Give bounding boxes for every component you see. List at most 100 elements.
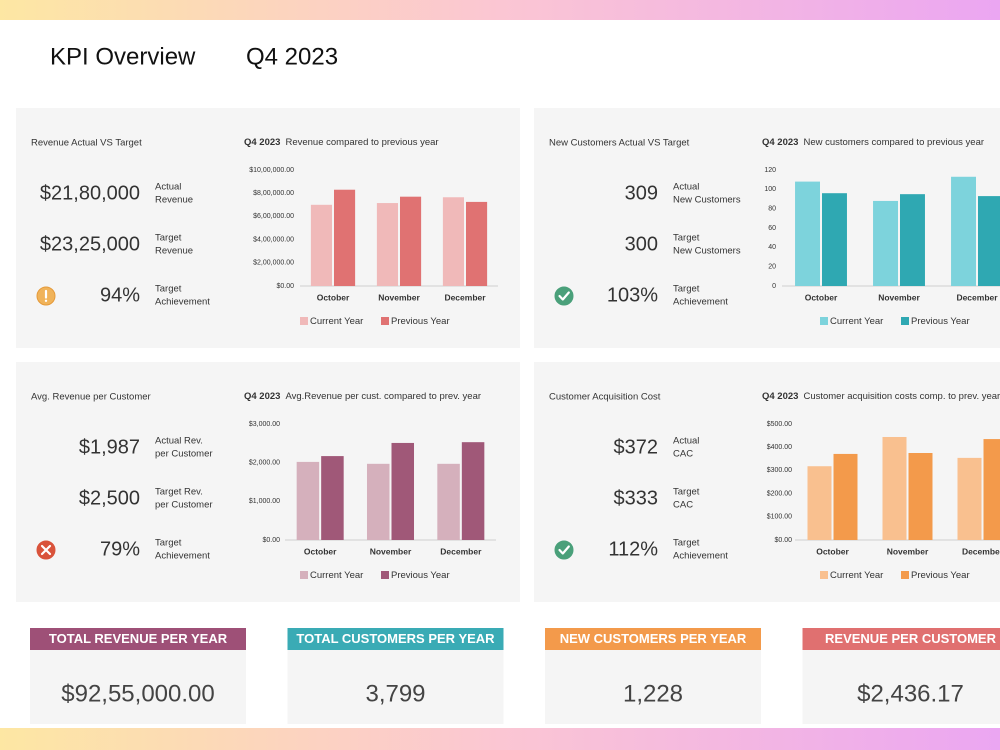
x-tick-label: October <box>816 546 849 556</box>
bar <box>334 189 356 286</box>
x-tick-label: December <box>962 546 1000 556</box>
page-title: KPI Overview <box>50 43 196 70</box>
kpi-label: Achievement <box>673 551 728 562</box>
card-header <box>545 628 761 650</box>
kpi-label: Achievement <box>155 551 210 562</box>
legend-swatch <box>300 571 308 579</box>
bar <box>908 453 933 540</box>
chart-title: Q4 2023 Customer acquisition costs comp. … <box>762 391 1000 402</box>
kpi-value: 79% <box>100 538 140 560</box>
y-tick-label: $0.00 <box>262 537 280 544</box>
chart-title-text: Customer acquisition costs comp. to prev… <box>803 391 1000 402</box>
page-period: Q4 2023 <box>246 43 338 70</box>
kpi-label: Target <box>673 487 700 498</box>
bar <box>442 197 464 286</box>
chart-period: Q4 2023 <box>762 137 798 148</box>
legend-swatch <box>901 317 909 325</box>
y-tick-label: $3,000.00 <box>249 421 280 428</box>
chart-title-text: Revenue compared to previous year <box>285 137 438 148</box>
y-tick-label: $200.00 <box>767 490 792 497</box>
kpi-label: Revenue <box>155 195 193 206</box>
x-tick-label: November <box>378 292 420 302</box>
kpi-value: 300 <box>625 233 658 255</box>
bar <box>391 442 415 540</box>
card-title: NEW CUSTOMERS PER YEAR <box>560 631 747 646</box>
kpi-value: 94% <box>100 284 140 306</box>
chart-title: Q4 2023 New customers compared to previou… <box>762 137 984 148</box>
card-title: REVENUE PER CUSTOMER <box>825 631 997 646</box>
y-tick-label: $400.00 <box>767 444 792 451</box>
total-card: NEW CUSTOMERS PER YEAR 1,228 <box>545 628 761 724</box>
status-icon-mark <box>558 291 570 301</box>
kpi-panel: New Customers Actual VS Target 309 Actual N… <box>534 108 1000 348</box>
status-icon-mark <box>44 299 48 302</box>
kpi-panel: Customer Acquisition Cost $372 Actual CAC $3… <box>534 362 1000 602</box>
bar <box>466 201 488 286</box>
bar <box>983 439 1000 540</box>
y-tick-label: $0.00 <box>276 283 294 290</box>
chart-period: Q4 2023 <box>244 391 280 402</box>
y-tick-label: $1,000.00 <box>249 498 280 505</box>
kpi-label: New Customers <box>673 195 741 206</box>
total-card: TOTAL REVENUE PER YEAR $92,55,000.00 <box>30 628 246 724</box>
x-tick-label: November <box>878 292 920 302</box>
status-icon-mark <box>558 545 570 555</box>
bar <box>400 196 422 286</box>
y-tick-label: $300.00 <box>767 467 792 474</box>
bar <box>951 176 976 286</box>
bar <box>978 196 1000 286</box>
card-value: $92,55,000.00 <box>61 680 214 707</box>
kpi-label: Achievement <box>155 297 210 308</box>
x-tick-label: October <box>805 292 838 302</box>
x-tick-label: December <box>956 292 998 302</box>
card-value: 1,228 <box>623 680 683 707</box>
kpi-label: Target <box>155 538 182 549</box>
status-icon <box>554 286 574 306</box>
y-tick-label: 120 <box>764 167 776 174</box>
top-stripe <box>0 0 1000 20</box>
legend-swatch <box>300 317 308 325</box>
y-tick-label: 60 <box>768 225 776 232</box>
bar <box>873 200 898 286</box>
content: Revenue Actual VS Target $21,80,000 Actual… <box>16 108 1000 724</box>
panel-title: Avg. Revenue per Customer <box>31 392 151 403</box>
legend-swatch <box>820 571 828 579</box>
kpi-label: Actual <box>673 182 699 193</box>
bar <box>833 453 858 540</box>
kpi-label: New Customers <box>673 246 741 257</box>
status-icon <box>554 540 574 560</box>
chart-period: Q4 2023 <box>244 137 280 148</box>
status-icon-mark <box>40 544 52 556</box>
card-header <box>802 628 1000 650</box>
kpi-value: $21,80,000 <box>40 182 140 204</box>
card-value: $2,436.17 <box>857 680 964 707</box>
kpi-value: $2,500 <box>79 487 140 509</box>
bar <box>900 194 925 286</box>
kpi-label: Target <box>155 233 182 244</box>
kpi-label: Target <box>673 233 700 244</box>
bar <box>795 181 820 286</box>
legend-label: Previous Year <box>391 316 450 327</box>
legend-swatch <box>901 571 909 579</box>
legend-label: Current Year <box>830 316 883 327</box>
chart-title: Q4 2023 Avg.Revenue per cust. compared to… <box>244 391 481 402</box>
kpi-label: CAC <box>673 500 693 511</box>
kpi-label: Target <box>673 284 700 295</box>
kpi-label: Actual <box>155 182 181 193</box>
bar <box>882 436 907 540</box>
x-tick-label: December <box>444 292 486 302</box>
kpi-value: 103% <box>607 284 658 306</box>
chart-title: Q4 2023 Revenue compared to previous year <box>244 137 439 148</box>
y-tick-label: $100.00 <box>767 514 792 521</box>
kpi-label: Revenue <box>155 246 193 257</box>
total-card: TOTAL CUSTOMERS PER YEAR 3,799 <box>287 628 504 724</box>
legend-label: Current Year <box>310 316 363 327</box>
panel-title: Customer Acquisition Cost <box>549 392 661 403</box>
chart-title-text: Avg.Revenue per cust. compared to prev. … <box>285 391 481 402</box>
kpi-panel: Avg. Revenue per Customer $1,987 Actual Re… <box>16 362 520 602</box>
y-tick-label: $2,00,000.00 <box>253 260 294 267</box>
y-tick-label: 0 <box>772 283 776 290</box>
y-tick-label: 20 <box>768 264 776 271</box>
kpi-label: Target <box>155 284 182 295</box>
bar <box>366 463 390 540</box>
